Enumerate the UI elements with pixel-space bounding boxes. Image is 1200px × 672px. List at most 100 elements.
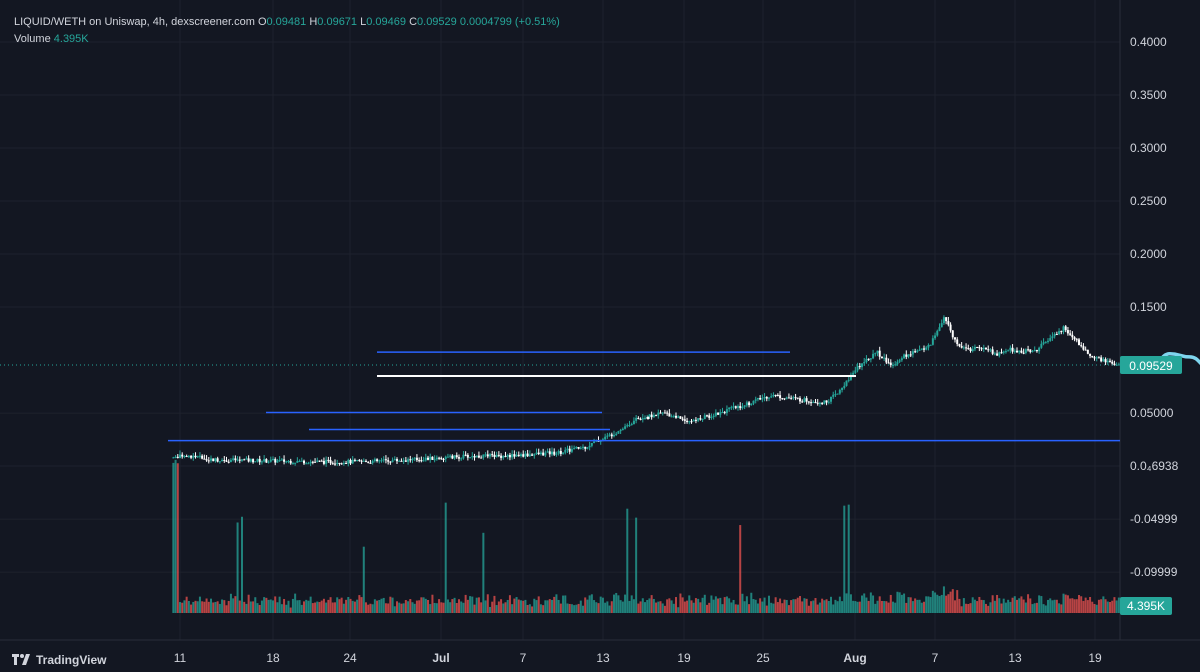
candle-body xyxy=(544,452,547,456)
candle-body xyxy=(821,402,824,404)
volume-bar xyxy=(214,601,217,613)
volume-bar xyxy=(427,599,429,613)
candle-body xyxy=(548,451,551,455)
candle-body xyxy=(865,358,868,363)
candle-body xyxy=(1049,338,1052,341)
volume-bar xyxy=(513,598,516,613)
candle-body xyxy=(765,396,768,399)
candle-body xyxy=(1102,359,1105,362)
volume-bar xyxy=(810,601,813,613)
volume-bar xyxy=(1022,599,1025,613)
volume-bar xyxy=(830,596,832,613)
volume-bar xyxy=(644,602,646,613)
candle-body xyxy=(1064,326,1067,331)
volume-bar xyxy=(734,604,737,613)
volume-bar xyxy=(528,604,531,613)
volume-bar xyxy=(1013,596,1016,613)
volume-bar xyxy=(360,597,363,613)
volume-bar xyxy=(484,600,487,613)
volume-bar xyxy=(216,601,219,613)
candle-body xyxy=(843,385,846,388)
volume-bar xyxy=(588,595,591,613)
candle-body xyxy=(1091,355,1094,358)
candle-body xyxy=(909,354,912,356)
candle-body xyxy=(181,454,184,457)
candle-body xyxy=(358,459,361,461)
candle-body xyxy=(714,412,717,416)
candle-body xyxy=(920,348,923,350)
candle-body xyxy=(947,321,950,325)
volume-bar xyxy=(331,602,334,613)
candle-body xyxy=(1035,349,1038,352)
candle-body xyxy=(615,433,618,435)
candle-body xyxy=(520,454,522,456)
tradingview-logo[interactable]: TradingView xyxy=(12,653,106,667)
volume-bar xyxy=(628,600,631,613)
candle-body xyxy=(210,458,212,461)
pair-title: LIQUID/WETH on Uniswap, 4h, dexscreener.… xyxy=(14,16,255,28)
candle-body xyxy=(504,455,507,457)
candle-body xyxy=(427,457,429,460)
candle-body xyxy=(701,419,704,421)
candle-body xyxy=(460,458,463,460)
candle-body xyxy=(524,453,527,457)
volume-bar xyxy=(898,592,901,613)
candle-body xyxy=(347,459,350,464)
volume-bar xyxy=(892,601,894,613)
candle-body xyxy=(785,397,788,399)
volume-bar xyxy=(303,601,305,613)
volume-bar xyxy=(721,604,724,613)
candle-body xyxy=(398,460,401,462)
volume-bar xyxy=(699,602,702,613)
volume-bar xyxy=(449,602,452,613)
candle-body xyxy=(345,462,348,464)
volume-bar xyxy=(415,600,418,613)
volume-bar xyxy=(243,601,246,613)
volume-bar xyxy=(442,602,445,613)
projection-curve[interactable] xyxy=(1148,69,1200,371)
candle-body xyxy=(694,419,697,421)
volume-bar xyxy=(652,598,655,613)
candle-body xyxy=(1106,360,1109,363)
volume-bar xyxy=(825,599,828,613)
candle-body xyxy=(734,406,737,408)
candle-body xyxy=(1018,350,1021,353)
volume-bar xyxy=(1040,596,1043,613)
volume-bar xyxy=(677,607,680,613)
volume-bar xyxy=(958,598,961,613)
candle-body xyxy=(686,420,689,422)
volume-bar xyxy=(198,596,201,613)
candle-body xyxy=(1060,331,1063,333)
volume-bar xyxy=(393,606,396,613)
volume-bar xyxy=(929,597,932,613)
candle-body xyxy=(418,460,421,462)
x-tick-label: 24 xyxy=(343,651,357,665)
candle-body xyxy=(858,366,861,368)
candle-body xyxy=(841,387,844,391)
x-tick-label: 11 xyxy=(174,651,187,665)
candle-body xyxy=(613,434,615,437)
candle-body xyxy=(896,361,899,365)
volume-bar xyxy=(838,596,841,613)
volume-bar xyxy=(608,605,611,613)
candle-body xyxy=(278,459,281,461)
candle-body xyxy=(876,350,879,354)
volume-bar xyxy=(615,592,618,613)
candle-body xyxy=(1047,340,1049,342)
candle-body xyxy=(360,460,363,462)
candle-body xyxy=(754,399,757,401)
candle-body xyxy=(1073,337,1076,340)
candle-body xyxy=(227,461,230,463)
candle-body xyxy=(486,454,489,457)
volume-bar xyxy=(1069,598,1072,613)
volume-bar xyxy=(978,596,981,613)
volume-bar xyxy=(482,532,485,613)
volume-bar xyxy=(566,603,569,613)
candle-body xyxy=(1109,360,1111,362)
candle-body xyxy=(373,459,376,461)
candle-body xyxy=(973,347,976,350)
candle-body xyxy=(413,457,416,459)
volume-bar xyxy=(1004,602,1007,613)
candle-body xyxy=(420,460,423,462)
